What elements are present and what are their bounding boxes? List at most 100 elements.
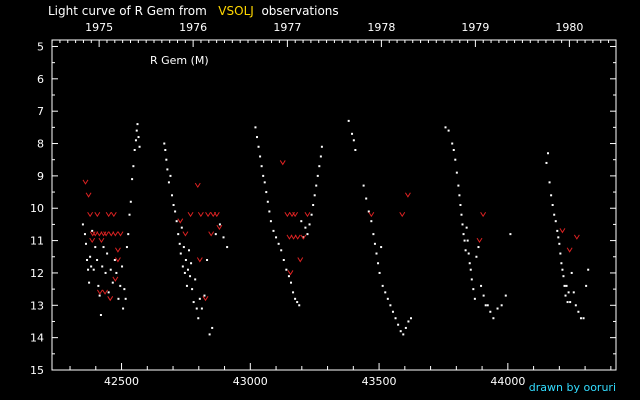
year-label: 1975 — [85, 21, 113, 34]
observation-point — [111, 281, 114, 284]
upper-limit-point — [112, 276, 119, 282]
observation-point — [260, 165, 263, 168]
observation-point — [504, 294, 507, 297]
observation-point — [109, 268, 112, 271]
observation-point — [87, 268, 90, 271]
chart-title: Light curve of R Gem from VSOLJ observat… — [48, 4, 339, 18]
observation-point — [163, 142, 166, 145]
observation-point — [99, 314, 102, 316]
upper-limit-point — [82, 179, 89, 185]
observation-point — [579, 317, 582, 320]
upper-limit-point — [94, 211, 101, 218]
observation-point — [304, 226, 307, 229]
observation-point — [484, 304, 487, 307]
observation-point — [269, 220, 272, 223]
observation-point — [574, 304, 577, 307]
upper-limit-point — [208, 231, 215, 237]
observation-point — [559, 252, 562, 255]
observation-point — [197, 317, 200, 320]
observation-point — [367, 210, 370, 213]
y-tick-label: 14 — [30, 332, 44, 345]
observation-point — [381, 284, 384, 287]
observation-point — [464, 249, 467, 252]
upper-limit-point — [292, 211, 299, 218]
upper-limit-point — [399, 211, 406, 218]
observation-point — [89, 255, 92, 258]
upper-limit-point — [115, 247, 121, 253]
upper-limit-point — [300, 234, 307, 240]
observation-point — [166, 168, 169, 171]
observation-point — [354, 149, 357, 151]
observation-point — [265, 191, 268, 194]
y-tick-label: 15 — [30, 364, 44, 377]
upper-limit-point — [110, 211, 117, 218]
y-tick-label: 10 — [30, 202, 44, 215]
observation-point — [394, 317, 397, 320]
observation-point — [482, 294, 485, 297]
observation-point — [177, 233, 180, 236]
observation-point — [316, 174, 319, 177]
observation-point — [462, 233, 465, 236]
observation-point — [547, 152, 550, 155]
observation-point — [255, 136, 258, 139]
upper-limit-point — [573, 234, 580, 240]
observation-point — [459, 204, 462, 206]
upper-limit-point — [286, 234, 293, 240]
observation-point — [447, 129, 450, 132]
observation-point — [318, 165, 321, 168]
observation-point — [117, 297, 120, 300]
observation-point — [282, 259, 285, 261]
observation-point — [569, 301, 572, 304]
observation-point — [391, 310, 394, 313]
observation-point — [226, 246, 229, 249]
observation-point — [192, 301, 195, 304]
observation-point — [486, 304, 489, 307]
observation-point — [189, 275, 192, 278]
observation-point — [257, 145, 260, 148]
title-prefix: Light curve of R Gem from — [48, 4, 207, 18]
observation-point — [563, 284, 566, 287]
observation-point — [289, 281, 292, 284]
observation-point — [557, 236, 560, 239]
observation-point — [121, 265, 124, 268]
observation-point — [380, 246, 383, 249]
upper-limit-point — [566, 247, 573, 253]
observation-point — [131, 178, 134, 181]
y-tick-label: 11 — [30, 235, 44, 248]
observation-point — [90, 265, 93, 268]
observation-point — [96, 259, 99, 261]
observation-point — [106, 252, 109, 255]
observation-point — [585, 284, 588, 287]
observation-point — [222, 236, 225, 239]
observation-point — [566, 301, 569, 304]
observation-point — [169, 174, 172, 177]
upper-limit-point — [92, 231, 99, 237]
observation-point — [300, 220, 303, 223]
observation-point — [127, 233, 130, 236]
year-label: 1978 — [367, 21, 395, 34]
observation-point — [97, 284, 100, 287]
observation-point — [306, 233, 309, 236]
observation-point — [452, 149, 455, 151]
observation-point — [410, 317, 413, 320]
upper-limit-point — [112, 231, 119, 237]
observation-point — [550, 194, 553, 197]
upper-limit-point — [297, 257, 304, 263]
observation-point — [389, 304, 392, 307]
observation-point — [175, 220, 178, 223]
observation-point — [551, 204, 554, 206]
upper-limit-point — [102, 289, 108, 295]
observation-point — [198, 297, 201, 300]
observation-point — [178, 242, 181, 245]
observation-point — [203, 294, 206, 297]
observation-point — [181, 265, 184, 268]
x-tick-label: 43000 — [233, 375, 268, 388]
observation-point — [296, 301, 299, 304]
upper-limit-point — [194, 182, 201, 189]
observation-point — [377, 262, 380, 265]
y-tick-label: 7 — [37, 105, 44, 118]
observation-point — [136, 123, 139, 126]
y-tick-label: 8 — [37, 138, 44, 151]
observation-point — [200, 307, 203, 310]
observation-point — [455, 171, 458, 174]
